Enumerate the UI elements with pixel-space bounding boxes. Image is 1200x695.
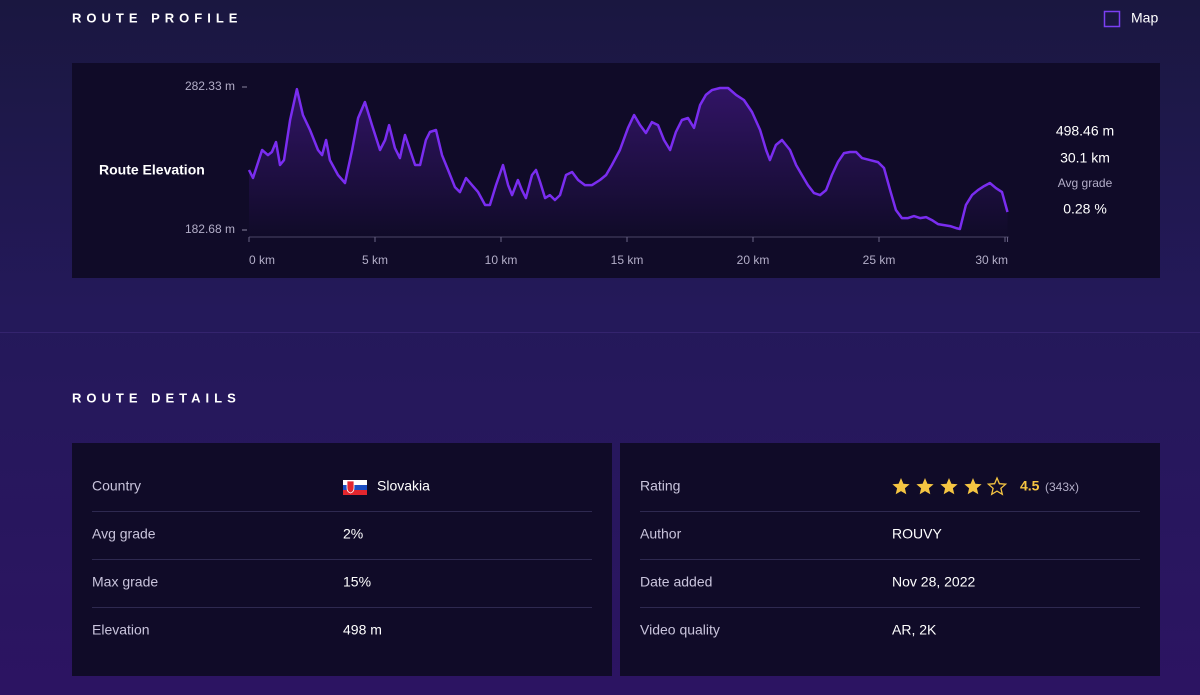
detail-label: Max grade [92, 574, 158, 590]
detail-label: Video quality [640, 622, 720, 638]
x-tick-label: 30 km [975, 253, 1008, 267]
x-tick-label: 25 km [863, 253, 896, 267]
elevation-area [249, 88, 1008, 237]
x-tick-label: 5 km [362, 253, 388, 267]
rating-value: 4.5 [1020, 478, 1040, 494]
rating-star [940, 478, 958, 495]
detail-label: Elevation [92, 622, 150, 638]
x-tick-label: 0 km [249, 253, 275, 267]
section-title: ROUTE PROFILE [72, 10, 242, 25]
map-label[interactable]: Map [1131, 10, 1158, 26]
flag [343, 480, 367, 495]
detail-label: Rating [640, 478, 680, 494]
rating-star [916, 478, 934, 495]
x-tick-label: 15 km [611, 253, 644, 267]
detail-label: Date added [640, 574, 712, 590]
section-title: ROUTE DETAILS [72, 390, 241, 405]
detail-value: AR, 2K [892, 622, 937, 638]
detail-label: Author [640, 526, 682, 542]
x-tick-label: 10 km [485, 253, 518, 267]
y-tick-label: 182.68 m [185, 222, 235, 236]
rating-star [892, 478, 910, 495]
detail-value: 15% [343, 574, 371, 590]
detail-value: Nov 28, 2022 [892, 574, 975, 590]
map-checkbox[interactable] [1103, 10, 1121, 28]
stat-elevation: 498.46 m [1056, 123, 1114, 139]
stat-grade: 0.28 % [1063, 201, 1107, 217]
rating-star [964, 478, 982, 495]
rating-star [986, 476, 1008, 496]
detail-value: Slovakia [377, 478, 430, 494]
stat-distance: 30.1 km [1060, 150, 1110, 166]
x-tick-label: 20 km [737, 253, 770, 267]
y-tick-label: 282.33 m [185, 79, 235, 93]
detail-value: 498 m [343, 622, 382, 638]
elevation-line [247, 86, 1009, 231]
chart-title: Route Elevation [99, 162, 205, 178]
detail-value: ROUVY [892, 526, 942, 542]
detail-value: 2% [343, 526, 363, 542]
rating-count: (343x) [1045, 480, 1079, 494]
detail-label: Avg grade [92, 526, 156, 542]
stat-label: Avg grade [1058, 176, 1113, 190]
detail-label: Country [92, 478, 141, 494]
